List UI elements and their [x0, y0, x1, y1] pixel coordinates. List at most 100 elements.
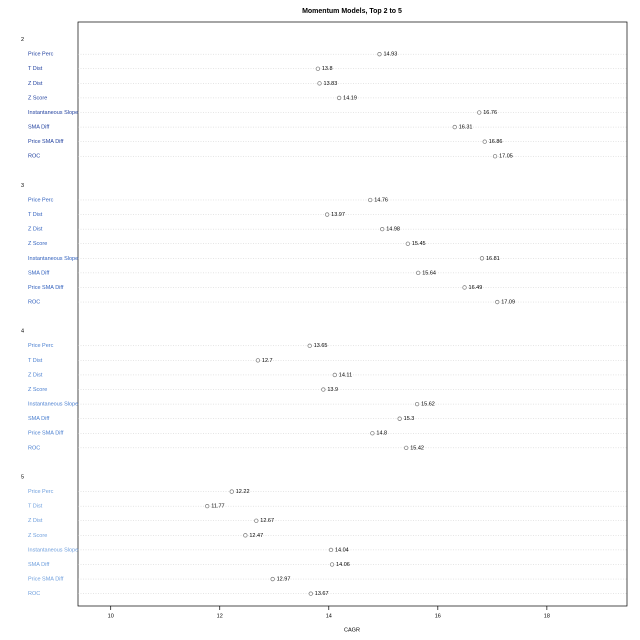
category-label: Price SMA Diff [28, 285, 64, 291]
dot [477, 110, 482, 115]
value-label: 13.83 [324, 81, 338, 87]
category-label: Z Score [28, 241, 47, 247]
value-label: 13.97 [331, 212, 345, 218]
category-label: ROC [28, 445, 40, 451]
category-label: Price SMA Diff [28, 139, 64, 145]
dot [370, 431, 375, 436]
dot [255, 358, 261, 363]
value-label: 16.86 [489, 139, 503, 145]
category-label: SMA Diff [28, 416, 50, 422]
x-axis-label: CAGR [344, 627, 360, 633]
category-label: Instantaneous Slope [28, 256, 78, 262]
value-label: 16.31 [459, 125, 473, 131]
dot [321, 387, 326, 392]
category-label: Price Perc [28, 197, 54, 203]
value-label: 16.76 [483, 110, 497, 116]
plot-frame [77, 21, 628, 607]
dot [315, 66, 321, 71]
value-label: 11.77 [211, 504, 224, 510]
value-label: 17.09 [501, 299, 515, 305]
category-label: Price SMA Diff [28, 431, 64, 437]
dot [336, 95, 342, 101]
value-label: 17.05 [499, 154, 513, 160]
dot [495, 299, 500, 305]
dot [405, 241, 410, 246]
value-label: 13.9 [327, 387, 338, 393]
dot [270, 576, 275, 582]
value-label: 12.47 [249, 533, 263, 539]
value-label: 14.98 [386, 227, 400, 233]
value-label: 14.19 [343, 95, 357, 101]
dot [492, 154, 498, 159]
category-label: Price SMA Diff [28, 577, 64, 583]
value-label: 16.49 [469, 285, 483, 291]
value-label: 15.42 [410, 445, 424, 451]
category-label: ROC [28, 154, 40, 160]
category-label: SMA Diff [28, 125, 50, 131]
category-label: Instantaneous Slope [28, 402, 78, 408]
dot [243, 533, 248, 538]
value-label: 13.65 [314, 343, 328, 349]
category-label: T Dist [28, 358, 43, 364]
value-label: 15.45 [412, 241, 426, 247]
dot [479, 256, 485, 261]
dot [416, 270, 421, 276]
value-label: 16.81 [486, 256, 500, 262]
value-label: 13.8 [322, 66, 333, 72]
category-label: Z Score [28, 533, 47, 539]
x-tick-label: 14 [326, 613, 332, 619]
category-label: ROC [28, 591, 40, 597]
category-label: SMA Diff [28, 562, 50, 568]
value-label: 13.67 [315, 591, 329, 597]
value-label: 14.8 [376, 431, 387, 437]
value-label: 15.62 [421, 402, 435, 408]
value-label: 12.7 [262, 358, 273, 364]
category-label: Z Dist [28, 81, 43, 87]
value-label: 14.76 [374, 197, 388, 203]
category-label: Price Perc [28, 489, 54, 495]
chart-title: Momentum Models, Top 2 to 5 [302, 8, 402, 15]
x-tick-label: 12 [217, 613, 223, 619]
value-label: 14.04 [335, 547, 349, 553]
category-label: Instantaneous Slope [28, 547, 78, 553]
x-tick-label: 18 [544, 613, 550, 619]
x-tick-label: 16 [435, 613, 441, 619]
category-label: Z Score [28, 387, 47, 393]
value-label: 12.67 [260, 518, 274, 524]
category-label: Z Dist [28, 227, 43, 233]
x-tick-label: 10 [108, 613, 114, 619]
dot [229, 489, 234, 494]
value-label: 15.3 [404, 416, 415, 422]
category-label: Price Perc [28, 343, 54, 349]
dot [397, 416, 402, 421]
category-label: Z Dist [28, 372, 43, 378]
category-label: Price Perc [28, 52, 54, 58]
category-label: Z Dist [28, 518, 43, 524]
dot [317, 81, 322, 86]
dot [404, 445, 409, 450]
group-label: 2 [21, 37, 24, 43]
dot [329, 562, 335, 567]
dot [452, 124, 457, 130]
value-label: 14.93 [383, 52, 397, 58]
dot [377, 52, 382, 57]
category-label: ROC [28, 299, 40, 305]
category-label: Z Score [28, 95, 47, 101]
dot [308, 591, 313, 596]
dot [254, 518, 259, 523]
value-label: 12.97 [277, 577, 291, 583]
dot [462, 285, 467, 290]
category-label: T Dist [28, 504, 43, 510]
category-label: T Dist [28, 212, 43, 218]
value-label: 12.22 [236, 489, 250, 495]
group-label: 4 [21, 329, 24, 335]
dot [328, 547, 334, 553]
dot [482, 139, 487, 144]
dot [332, 372, 337, 378]
value-label: 15.64 [422, 270, 436, 276]
group-label: 3 [21, 183, 24, 189]
dot [324, 212, 330, 217]
dot [205, 504, 210, 509]
category-label: Instantaneous Slope [28, 110, 78, 116]
